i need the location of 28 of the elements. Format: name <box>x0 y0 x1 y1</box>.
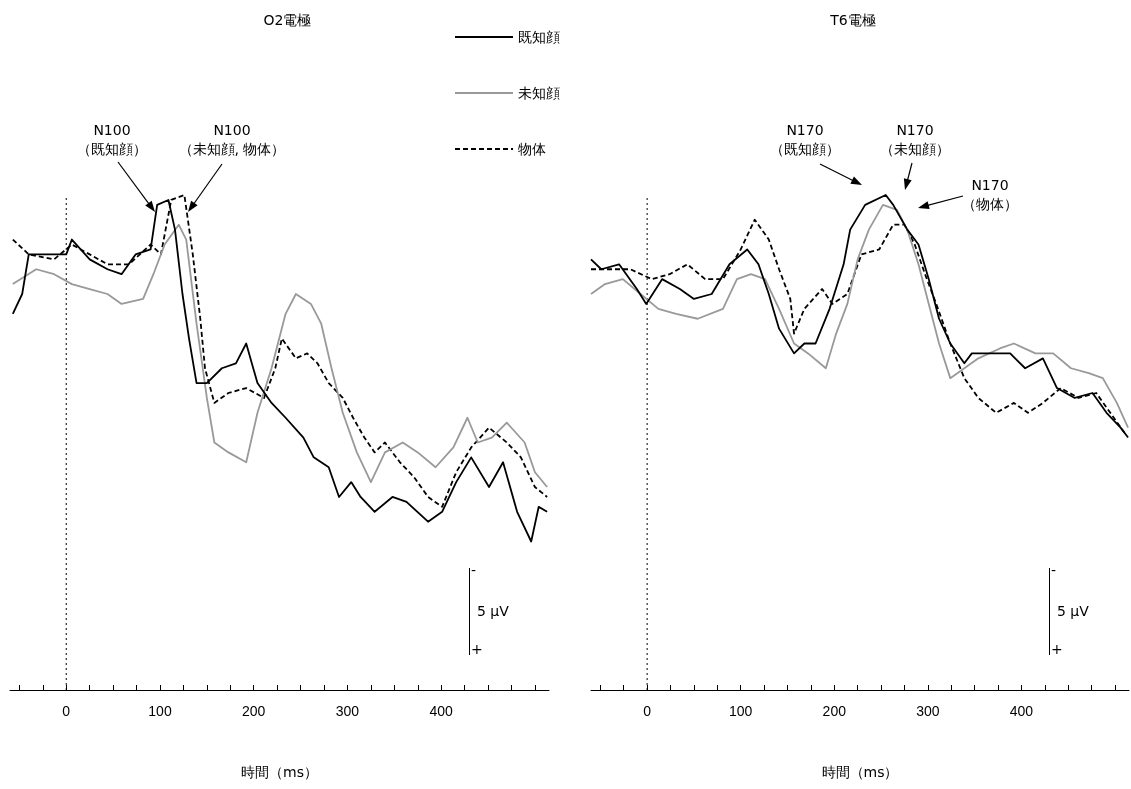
x-tick-label: 300 <box>916 703 940 719</box>
annotation: + <box>471 641 483 657</box>
annotation: N170 （物体） <box>962 176 1018 214</box>
text: N170 （既知顔） <box>770 121 840 159</box>
annotation: - <box>471 562 477 578</box>
x-tick-label: 0 <box>62 703 71 719</box>
legend-label: 物体 <box>518 141 546 157</box>
x-tick-label: 200 <box>242 703 266 719</box>
annotation: 5 μV <box>477 602 509 619</box>
annotation: - <box>1051 562 1057 578</box>
text: N100 （既知顔） <box>77 121 147 159</box>
text: N100 （未知顔, 物体） <box>178 121 286 159</box>
annotation: + <box>1051 641 1063 657</box>
legend-label: 未知顔 <box>518 85 560 101</box>
x-tick-label: 400 <box>1009 703 1034 719</box>
x-axis-title: 時間（ms） <box>241 764 318 780</box>
x-axis-title: 時間（ms） <box>821 764 899 780</box>
legend-label: 既知顔 <box>518 29 560 45</box>
x-tick-label: 200 <box>822 703 847 719</box>
chart-title: T6電極 <box>829 12 876 28</box>
x-tick-label: 0 <box>643 703 652 719</box>
x-tick-label: 100 <box>729 703 753 719</box>
x-tick-label: 400 <box>429 703 454 719</box>
text: N170 （未知顔） <box>880 121 950 159</box>
x-tick-label: 300 <box>335 703 360 719</box>
chart-title: O2電極 <box>263 12 312 28</box>
x-tick-label: 100 <box>148 703 172 719</box>
annotation: 5 μV <box>1057 602 1089 619</box>
